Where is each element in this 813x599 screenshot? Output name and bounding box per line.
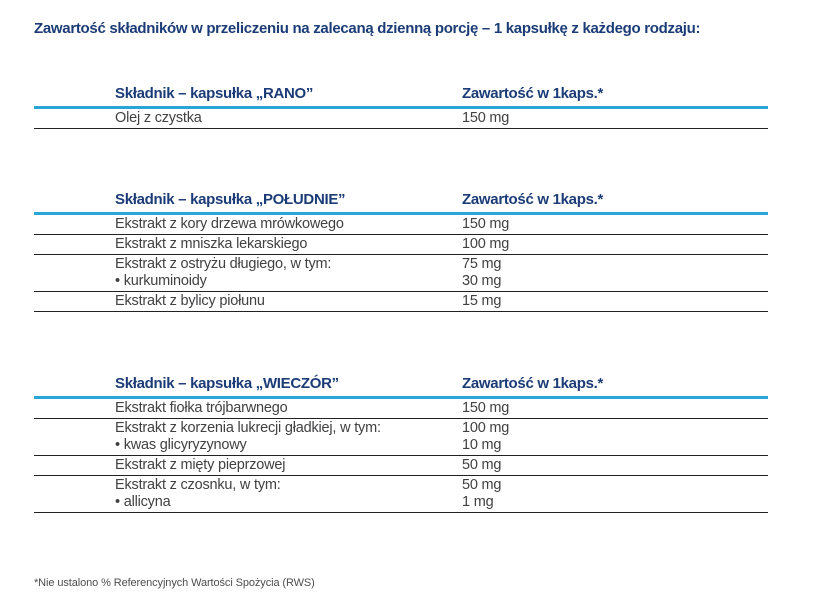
table-2: Składnik – kapsułka „POŁUDNIE” Zawartość … [34,190,768,312]
ingredient-cell: Ekstrakt z czosnku, w tym: • allicyna [34,477,462,511]
table-3: Składnik – kapsułka „WIECZÓR” Zawartość w… [34,374,768,513]
ingredient-line: Olej z czystka [115,110,202,126]
amount-line: 150 mg [462,110,510,126]
ingredient-line: • allicyna [115,494,171,510]
amount-cell: 150 mg [462,110,768,127]
amount-column-header: Zawartość w 1kaps.* [462,191,604,208]
table-row: Ekstrakt z kory drzewa mrówkowego 150 mg [34,215,768,235]
ingredient-line: Ekstrakt z ostryżu długiego, w tym: [115,256,332,272]
amount-line: 50 mg [462,477,502,493]
footnote: *Nie ustalono % Referencyjnych Wartości … [34,577,315,589]
ingredient-cell: Ekstrakt z mięty pieprzowej [34,457,462,474]
amount-line: 150 mg [462,400,510,416]
ingredient-cell: Ekstrakt fiołka trójbarwnego [34,400,462,417]
ingredient-line: • kurkuminoidy [115,273,207,289]
ingredient-line: Ekstrakt z czosnku, w tym: [115,477,281,493]
ingredient-line: Ekstrakt z bylicy piołunu [115,293,265,309]
ingredient-column-header: Składnik – kapsułka „RANO” [115,85,314,102]
amount-column-header: Zawartość w 1kaps.* [462,85,604,102]
amount-line: 50 mg [462,457,502,473]
table-row: Ekstrakt z korzenia lukrecji gładkiej, w… [34,419,768,456]
table-row: Olej z czystka 150 mg [34,109,768,129]
table-row: Ekstrakt z mięty pieprzowej 50 mg [34,456,768,476]
ingredient-cell: Ekstrakt z kory drzewa mrówkowego [34,216,462,233]
amount-cell: 150 mg [462,216,768,233]
amount-line: 100 mg [462,236,510,252]
ingredient-column-header: Składnik – kapsułka „POŁUDNIE” [115,191,346,208]
ingredient-line: Ekstrakt z mniszka lekarskiego [115,236,308,252]
ingredient-line: Ekstrakt fiołka trójbarwnego [115,400,288,416]
ingredient-cell: Ekstrakt z bylicy piołunu [34,293,462,310]
table-row: Ekstrakt z ostryżu długiego, w tym: • kur… [34,255,768,292]
table-header-row: Składnik – kapsułka „RANO” Zawartość w 1k… [34,84,768,109]
amount-line: 100 mg [462,420,510,436]
amount-cell: 100 mg 10 mg [462,420,768,454]
table-row: Ekstrakt z bylicy piołunu 15 mg [34,292,768,312]
ingredient-cell: Olej z czystka [34,110,462,127]
amount-cell: 15 mg [462,293,768,310]
page-title: Zawartość składników w przeliczeniu na z… [34,20,701,37]
table-row: Ekstrakt z czosnku, w tym: • allicyna 50 m… [34,476,768,513]
amount-cell: 150 mg [462,400,768,417]
table-1: Składnik – kapsułka „RANO” Zawartość w 1k… [34,84,768,129]
ingredient-column-header: Składnik – kapsułka „WIECZÓR” [115,375,339,392]
amount-column-header: Zawartość w 1kaps.* [462,375,604,392]
amount-line: 10 mg [462,437,502,453]
table-row: Ekstrakt z mniszka lekarskiego 100 mg [34,235,768,255]
ingredient-cell: Ekstrakt z ostryżu długiego, w tym: • kur… [34,256,462,290]
amount-line: 150 mg [462,216,510,232]
ingredient-cell: Ekstrakt z korzenia lukrecji gładkiej, w… [34,420,462,454]
ingredient-line: Ekstrakt z mięty pieprzowej [115,457,286,473]
ingredient-cell: Ekstrakt z mniszka lekarskiego [34,236,462,253]
amount-cell: 50 mg [462,457,768,474]
table-header-row: Składnik – kapsułka „WIECZÓR” Zawartość w… [34,374,768,399]
amount-cell: 100 mg [462,236,768,253]
amount-cell: 75 mg 30 mg [462,256,768,290]
table-row: Ekstrakt fiołka trójbarwnego 150 mg [34,399,768,419]
amount-line: 15 mg [462,293,502,309]
table-header-row: Składnik – kapsułka „POŁUDNIE” Zawartość … [34,190,768,215]
amount-line: 30 mg [462,273,502,289]
amount-line: 75 mg [462,256,502,272]
ingredient-line: Ekstrakt z kory drzewa mrówkowego [115,216,344,232]
amount-line: 1 mg [462,494,494,510]
amount-cell: 50 mg 1 mg [462,477,768,511]
ingredient-line: Ekstrakt z korzenia lukrecji gładkiej, w… [115,420,381,436]
ingredient-line: • kwas glicyryzynowy [115,437,247,453]
